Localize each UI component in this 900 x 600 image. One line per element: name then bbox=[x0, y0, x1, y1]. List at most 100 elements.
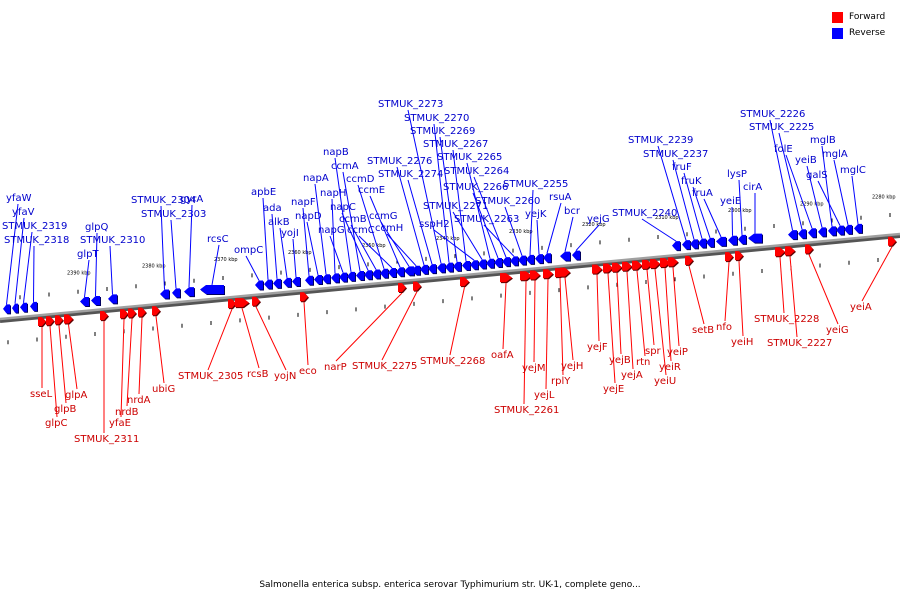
gene-arrow-apbe bbox=[264, 279, 272, 289]
leader-stmuk-2318 bbox=[33, 245, 35, 302]
gene-label-frua: fruA bbox=[692, 188, 713, 199]
gene-arrow-ccmb bbox=[372, 269, 380, 279]
gene-arrow-yejg bbox=[572, 250, 580, 260]
tick-label: 2290 kbp bbox=[800, 201, 824, 207]
leader-rply bbox=[559, 278, 564, 376]
gene-label-rcsc: rcsC bbox=[207, 234, 229, 245]
gene-label-yeir: yeiR bbox=[659, 362, 681, 373]
leader-stmuk-2268 bbox=[449, 287, 465, 356]
leader-stmuk-2274 bbox=[407, 179, 433, 265]
gene-label-eco: eco bbox=[299, 366, 317, 377]
leader-stmuk-2319 bbox=[23, 231, 33, 303]
leader-alkb bbox=[279, 227, 288, 278]
leader-stmuk-2310 bbox=[109, 245, 113, 295]
gene-arrow-yejm bbox=[530, 270, 540, 280]
axis-line bbox=[0, 232, 900, 321]
gene-label-yejg: yejG bbox=[587, 214, 610, 225]
gene-arrow-stmuk-2267 bbox=[462, 260, 470, 270]
tick-label: 2380 kbp bbox=[142, 264, 166, 270]
gene-arrow-ompc bbox=[255, 280, 263, 290]
gene-label-ccme: ccmE bbox=[358, 185, 385, 196]
gene-arrow-mglc bbox=[854, 223, 862, 233]
leader-yeiu bbox=[654, 269, 667, 376]
leader-stmuk-2260 bbox=[504, 206, 523, 256]
gene-label-napf: napF bbox=[291, 197, 316, 208]
leader-bcr bbox=[564, 216, 574, 252]
leader-ccmb bbox=[350, 224, 377, 270]
leader-ada bbox=[271, 213, 278, 279]
gene-arrow-glpt bbox=[80, 297, 89, 307]
gene-arrow-stmuk-2319 bbox=[20, 302, 27, 312]
leader-napd bbox=[306, 221, 319, 276]
gene-label-oafa: oafA bbox=[491, 350, 514, 361]
gene-arrow-ubig bbox=[152, 306, 160, 316]
gene-arrow-rsua bbox=[543, 253, 551, 263]
forward-strand-genes: sseL glpC glpB glpA STMUK_2311 yfaEnrdBnrdAub… bbox=[30, 236, 897, 445]
leader-stmuk-2265 bbox=[466, 162, 491, 259]
gene-label-stmuk-2237: STMUK_2237 bbox=[643, 149, 708, 160]
leader-yejf bbox=[596, 274, 600, 342]
gene-label-napb: napB bbox=[323, 147, 349, 158]
gene-label-stmuk-2310: STMUK_2310 bbox=[80, 235, 145, 246]
gene-label-yfav: yfaV bbox=[12, 207, 35, 218]
gene-label-glpt: glpT bbox=[77, 249, 99, 260]
gene-label-yeip: yeiP bbox=[667, 347, 688, 358]
leader-fole bbox=[785, 154, 813, 229]
gene-label-stmuk-2273: STMUK_2273 bbox=[378, 99, 443, 110]
leader-ssph2 bbox=[433, 229, 475, 261]
leader-mglb bbox=[821, 145, 833, 227]
tick-label: 2310 kbp bbox=[655, 215, 679, 221]
gene-arrow-glpb bbox=[55, 315, 63, 325]
gene-arrow-stmuk-2240 bbox=[672, 241, 680, 251]
gene-arrow-ccme bbox=[396, 267, 404, 277]
gene-label-stmuk-2271: STMUK_2271 bbox=[423, 201, 488, 212]
gene-arrow-stmuk-2263 bbox=[510, 256, 518, 266]
gene-arrow-glpa bbox=[64, 314, 73, 324]
gene-label-yeih: yeiH bbox=[731, 337, 753, 348]
leader-yeje bbox=[607, 273, 616, 384]
gene-label-stmuk-2225: STMUK_2225 bbox=[749, 122, 814, 133]
gene-arrow-stmuk-2270 bbox=[445, 262, 453, 272]
leader-yfav bbox=[14, 217, 25, 304]
legend-item-forward: Forward bbox=[832, 9, 892, 25]
leader-ccmc bbox=[358, 235, 393, 269]
gene-arrow-yeje bbox=[603, 263, 613, 273]
gene-label-rtn: rtn bbox=[636, 357, 650, 368]
leader-yeip bbox=[672, 267, 680, 347]
leader-stmuk-2239 bbox=[657, 145, 687, 241]
gene-arrow-stmuk-2265 bbox=[486, 258, 494, 268]
leader-glpc bbox=[49, 326, 58, 418]
tick-label: 2360 kbp bbox=[288, 250, 312, 256]
gene-label-rply: rplY bbox=[551, 376, 571, 387]
leader-rtn bbox=[636, 270, 646, 357]
gene-arrow-cira bbox=[748, 233, 762, 243]
gene-label-stmuk-2264: STMUK_2264 bbox=[444, 166, 509, 177]
gene-label-yeib: yeiB bbox=[795, 155, 817, 166]
gene-arrow-napf bbox=[305, 275, 313, 285]
gene-label-stmuk-2227: STMUK_2227 bbox=[767, 338, 832, 349]
leader-ccmh bbox=[386, 233, 417, 267]
gene-arrow-yfae bbox=[120, 309, 128, 319]
gene-arrow-bcr bbox=[560, 251, 570, 261]
leader-yeig bbox=[808, 254, 839, 325]
gene-arrow-nrda bbox=[138, 307, 146, 317]
legend-swatch-reverse bbox=[832, 27, 843, 39]
gene-arrow-yojn bbox=[252, 296, 260, 306]
gene-arrow-yeiu bbox=[650, 259, 660, 269]
leader-yeih bbox=[738, 261, 744, 337]
tick-label: 2320 kbp bbox=[582, 222, 606, 228]
gene-arrow-yeie bbox=[728, 235, 737, 245]
leader-gals bbox=[817, 180, 841, 226]
gene-label-stmuk-2255: STMUK_2255 bbox=[503, 179, 568, 190]
gene-arrow-naph bbox=[331, 273, 339, 283]
gene-label-nrda: nrdA bbox=[127, 395, 151, 406]
gene-label-ccmc: ccmC bbox=[347, 225, 375, 236]
gene-arrow-yeja bbox=[622, 261, 632, 271]
gene-arrow-nrdb bbox=[128, 308, 136, 318]
gene-label-stmuk-2261: STMUK_2261 bbox=[494, 405, 559, 416]
gene-arrow-napg bbox=[339, 272, 347, 282]
legend-label-reverse: Reverse bbox=[849, 28, 886, 38]
leader-yeie bbox=[731, 206, 733, 236]
gene-label-gals: galS bbox=[806, 170, 828, 181]
gene-label-yeje: yejE bbox=[603, 384, 624, 395]
